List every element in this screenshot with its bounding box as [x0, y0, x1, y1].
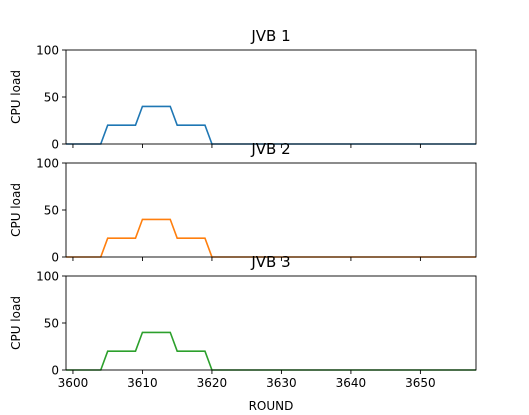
chart-title: JVB 3	[250, 253, 290, 271]
x-tick-label: 3640	[336, 376, 367, 390]
chart-panel-2: JVB 2 0 50 100 CPU load	[9, 140, 477, 265]
chart-panel-1: JVB 1 0 50 100 CPU load	[9, 27, 477, 152]
plot-frame	[65, 162, 477, 258]
chart-title: JVB 1	[250, 27, 290, 45]
y-tick-label: 0	[51, 138, 59, 152]
chart-title: JVB 2	[250, 140, 290, 158]
x-tick-label: 3630	[266, 376, 297, 390]
x-tick-label: 3610	[127, 376, 158, 390]
plot-frame	[65, 49, 477, 145]
x-tick-label: 3650	[405, 376, 436, 390]
y-axis-label: CPU load	[9, 296, 23, 350]
series-line-jvb-3	[66, 331, 476, 371]
y-tick-label: 0	[51, 251, 59, 265]
x-axis-label: ROUND	[249, 399, 294, 413]
y-tick-label: 50	[44, 204, 59, 218]
y-axis-label: CPU load	[9, 183, 23, 237]
y-tick-label: 100	[36, 157, 59, 171]
y-tick-label: 100	[36, 44, 59, 58]
y-tick-label: 50	[44, 317, 59, 331]
x-tick-label: 3600	[58, 376, 89, 390]
y-tick-label: 50	[44, 91, 59, 105]
x-tick-label: 3620	[197, 376, 228, 390]
y-tick-label: 0	[51, 364, 59, 378]
y-tick-label: 100	[36, 270, 59, 284]
plot-frame	[65, 275, 477, 371]
chart-panel-3: JVB 3 0 50 100 CPU load 3600 3610 3620 3630 3640 3…	[9, 253, 477, 413]
series-line-jvb-1	[66, 105, 476, 145]
series-line-jvb-2	[66, 218, 476, 258]
y-axis-label: CPU load	[9, 70, 23, 124]
